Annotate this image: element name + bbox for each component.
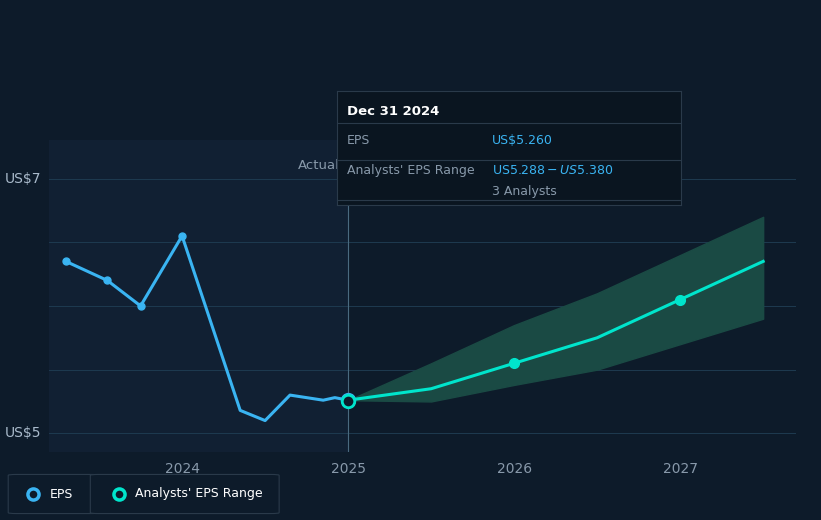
- Text: 3 Analysts: 3 Analysts: [492, 185, 557, 198]
- Text: Analysts' EPS Range: Analysts' EPS Range: [135, 488, 263, 500]
- Text: US$7: US$7: [4, 172, 41, 186]
- Text: Dec 31 2024: Dec 31 2024: [347, 105, 439, 118]
- Bar: [348, 140, 796, 452]
- Text: EPS: EPS: [49, 488, 72, 500]
- Text: Analysts Forecasts: Analysts Forecasts: [356, 159, 480, 172]
- Text: EPS: EPS: [347, 135, 370, 148]
- FancyBboxPatch shape: [8, 474, 99, 514]
- Text: Analysts' EPS Range: Analysts' EPS Range: [347, 164, 475, 177]
- Text: US$5: US$5: [4, 426, 41, 440]
- Text: US$5.288 - US$5.380: US$5.288 - US$5.380: [492, 164, 613, 177]
- Bar: [49, 140, 348, 452]
- Text: Actual: Actual: [298, 159, 340, 172]
- FancyBboxPatch shape: [90, 474, 279, 514]
- Text: US$5.260: US$5.260: [492, 135, 553, 148]
